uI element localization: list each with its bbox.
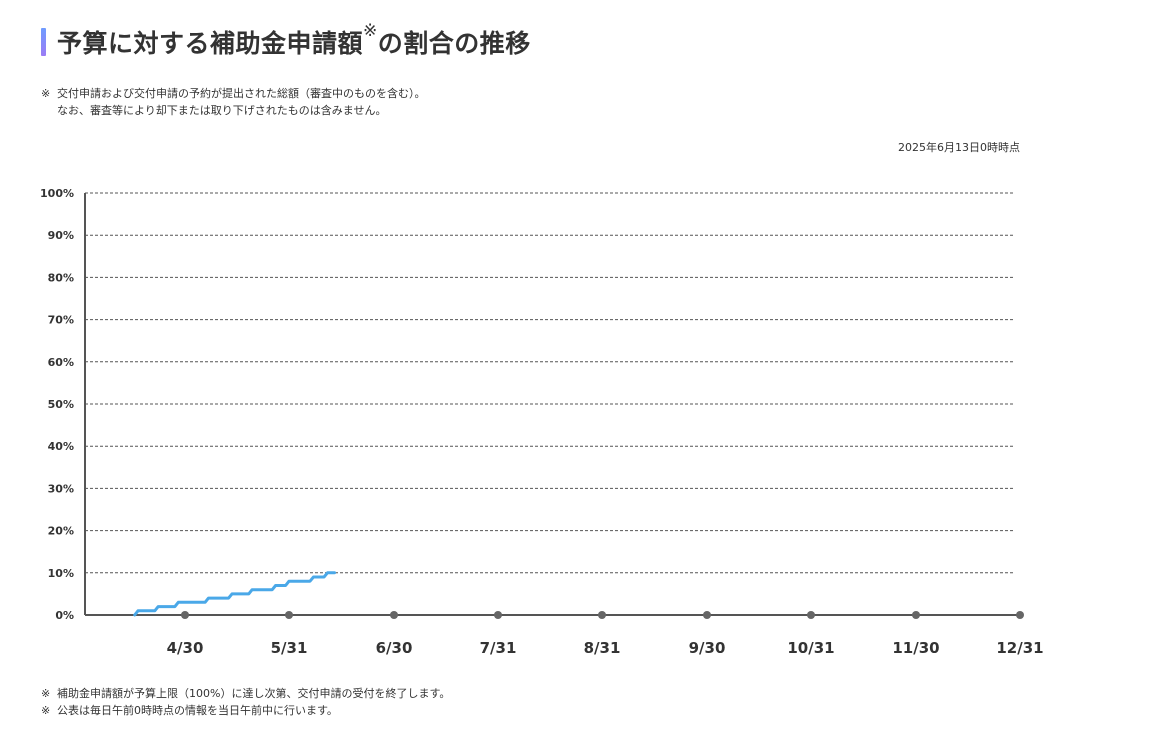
x-tick-dot	[807, 611, 815, 619]
y-tick-label: 10%	[48, 567, 74, 580]
x-tick-label: 8/31	[584, 639, 621, 657]
series-line	[133, 571, 336, 617]
x-tick-label: 4/30	[167, 639, 204, 657]
x-tick-dot	[181, 611, 189, 619]
note-mark: ※	[41, 704, 51, 717]
x-tick-label: 5/31	[271, 639, 308, 657]
bottom-note-text-1: 補助金申請額が予算上限（100%）に達し次第、交付申請の受付を終了します。	[57, 687, 451, 700]
y-tick-label: 100%	[40, 187, 74, 200]
y-tick-label: 20%	[48, 525, 74, 538]
title-suffix: の割合の推移	[377, 29, 531, 58]
title-text: 予算に対する補助金申請額	[57, 29, 364, 58]
top-note-line-1: ※ 交付申請および交付申請の予約が提出された総額（審査中のものを含む）。	[41, 85, 426, 102]
x-tick-label: 9/30	[689, 639, 726, 657]
title-note-mark: ※	[363, 21, 378, 41]
line-chart: 0% 10% 20% 30% 40% 50% 60% 70% 80% 90% 100% 4/30 5/3…	[40, 187, 1044, 657]
top-notes: ※ 交付申請および交付申請の予約が提出された総額（審査中のものを含む）。 なお、審…	[41, 85, 426, 119]
x-tick-dot	[390, 611, 398, 619]
y-tick-label: 80%	[48, 271, 74, 284]
bottom-note-1: ※ 補助金申請額が予算上限（100%）に達し次第、交付申請の受付を終了します。	[41, 685, 450, 702]
top-note-line-2: なお、審査等により却下または取り下げされたものは含みません。	[57, 104, 387, 117]
x-tick-dot	[1016, 611, 1024, 619]
title-accent-bar	[41, 28, 46, 56]
top-note-text-1: 交付申請および交付申請の予約が提出された総額（審査中のものを含む）。	[57, 87, 426, 100]
x-tick-label: 12/31	[996, 639, 1043, 657]
bottom-note-text-2: 公表は毎日午前0時時点の情報を当日午前中に行います。	[57, 704, 338, 717]
y-tick-label: 90%	[48, 229, 74, 242]
y-tick-label: 0%	[55, 609, 74, 622]
y-tick-label: 60%	[48, 356, 74, 369]
x-tick-label: 10/31	[787, 639, 834, 657]
bottom-note-2: ※ 公表は毎日午前0時時点の情報を当日午前中に行います。	[41, 702, 450, 719]
as-of-timestamp: 2025年6月13日0時時点	[898, 141, 1020, 154]
x-tick-label: 6/30	[376, 639, 413, 657]
note-mark: ※	[41, 687, 51, 700]
y-tick-label: 40%	[48, 440, 74, 453]
x-tick-dot	[912, 611, 920, 619]
x-tick-dot	[494, 611, 502, 619]
x-tick-dot	[285, 611, 293, 619]
x-tick-dot	[703, 611, 711, 619]
y-tick-label: 30%	[48, 482, 74, 495]
x-tick-label: 11/30	[892, 639, 939, 657]
x-tick-label: 7/31	[480, 639, 517, 657]
y-tick-label: 70%	[48, 314, 74, 327]
page-title: 予算に対する補助金申請額※の割合の推移	[57, 21, 531, 60]
y-tick-label: 50%	[48, 398, 74, 411]
note-mark: ※	[41, 87, 51, 100]
bottom-notes: ※ 補助金申請額が予算上限（100%）に達し次第、交付申請の受付を終了します。 ※…	[41, 685, 450, 719]
x-tick-dot	[598, 611, 606, 619]
